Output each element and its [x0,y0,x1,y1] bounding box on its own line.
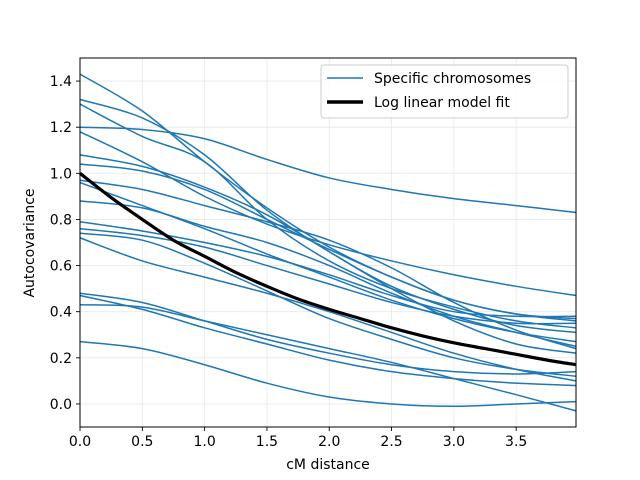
chromosome-curve-18 [79,340,577,407]
y-tick-label: 0.0 [50,397,72,413]
model-fit-series [79,172,577,367]
chromosome-series [79,73,577,412]
x-tick-label: 1.5 [256,434,278,450]
chromosome-curve-6 [79,154,577,354]
legend-box [320,64,569,119]
y-tick-label: 0.6 [50,259,72,275]
y-tick-label: 0.4 [50,305,72,321]
x-tick-label: 1.0 [193,434,215,450]
chromosome-curve-12 [79,227,577,325]
y-axis-title: Autocovariance [22,188,38,297]
chromosome-curve-11 [79,220,577,318]
x-tick-label: 2.5 [380,434,402,450]
chromosome-curve-14 [79,237,577,382]
chromosome-curve-16 [79,294,577,387]
chromosome-curve-7 [79,163,577,320]
x-tick-label: 2.0 [318,434,340,450]
legend-label-chromosomes: Specific chromosomes [374,71,531,87]
chromosome-curve-17 [79,304,577,412]
x-tick-label: 3.5 [505,434,527,450]
y-tick-label: 0.8 [50,212,72,228]
axis-ticks: 0.0 0.5 1.0 1.5 2.0 2.5 3.0 3.5 0.0 0.2 0.4 0.6 0.8 1… [50,74,528,450]
chromosome-curve-2 [79,98,577,334]
legend-label-model-fit: Log linear model fit [374,95,510,111]
chromosome-curve-5 [79,131,577,297]
y-tick-label: 0.2 [50,351,72,367]
x-tick-label: 0.5 [131,434,153,450]
x-axis-title: cM distance [286,457,370,473]
chromosome-curve-3 [79,103,577,329]
x-tick-label: 0.0 [69,434,91,450]
x-tick-label: 3.0 [443,434,465,450]
chromosome-curve-13 [79,232,577,378]
chromosome-curve-4 [79,126,577,214]
y-tick-label: 1.4 [50,74,72,90]
y-tick-label: 1.2 [50,120,72,136]
y-tick-label: 1.0 [50,166,72,182]
legend: Specific chromosomes Log linear model fi… [320,64,569,119]
chromosome-curve-15 [79,292,577,375]
model-fit-curve [79,172,577,367]
grid [79,58,576,427]
plot-frame [79,57,577,428]
chromosome-curve-10 [79,200,577,348]
